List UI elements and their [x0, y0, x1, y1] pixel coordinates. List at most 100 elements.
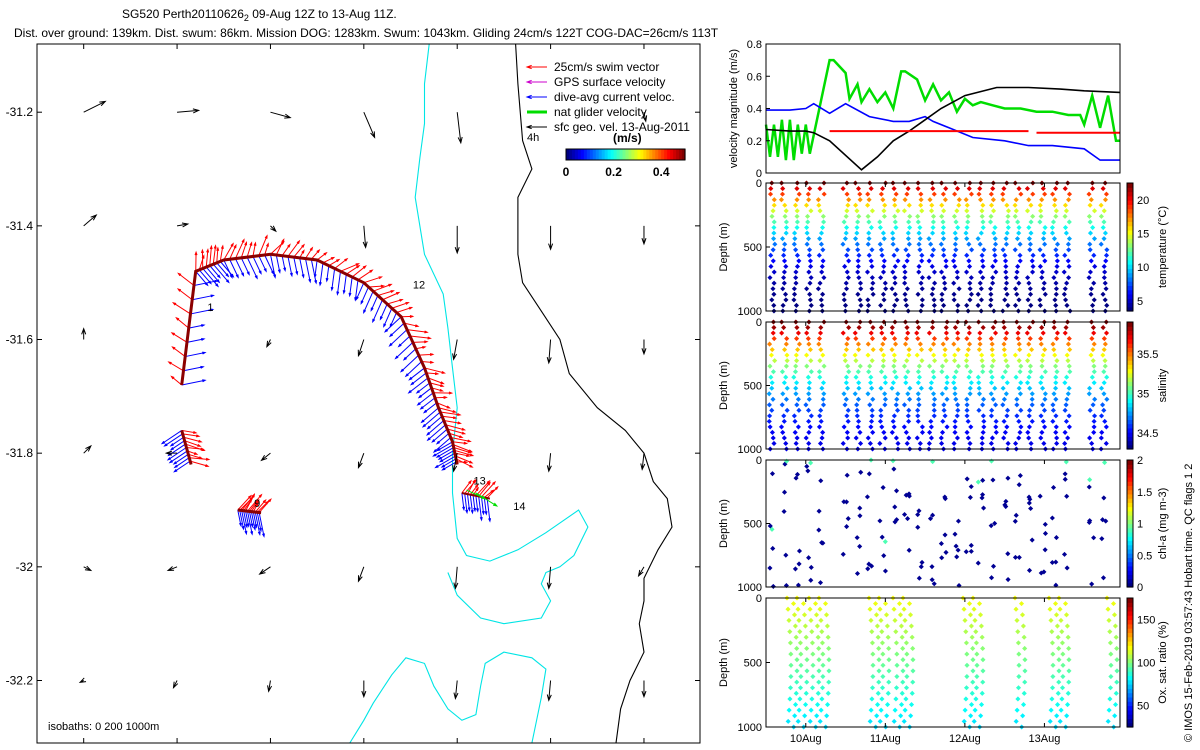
profile-point	[1098, 241, 1104, 247]
colorbar-segment	[1127, 502, 1133, 508]
profile-point	[1101, 236, 1107, 242]
profile-point	[952, 191, 958, 197]
colorbar-segment	[1127, 570, 1133, 575]
profile-point	[967, 286, 973, 292]
profile-point	[1086, 191, 1092, 197]
profile-point	[782, 213, 788, 219]
profile-point	[781, 252, 787, 258]
colorbar-segment	[1127, 381, 1133, 387]
profile-point	[928, 385, 934, 391]
profile-point	[807, 718, 813, 724]
profile-point	[843, 380, 849, 386]
colorbar-segment	[571, 149, 576, 160]
geo-vector	[456, 112, 463, 145]
dac-vector	[407, 377, 429, 394]
profile-point	[808, 413, 814, 419]
profile-point	[1027, 291, 1034, 297]
geo-vector	[641, 225, 647, 246]
colorbar-segment	[589, 149, 594, 160]
profile-point	[1005, 224, 1011, 231]
swim-vector	[170, 375, 183, 386]
profile-point	[973, 685, 980, 691]
profile-point	[1002, 369, 1008, 375]
colorbar-segment	[658, 149, 662, 160]
profile-point	[807, 186, 813, 192]
profile-point	[1000, 385, 1006, 391]
swim-vector	[205, 248, 210, 268]
geo-vector	[176, 222, 190, 228]
colorbar-tick-label: 10	[1137, 262, 1149, 274]
legend-label: 25cm/s swim vector	[554, 60, 659, 74]
profile-point	[1061, 291, 1067, 297]
profile-point	[902, 291, 908, 297]
profile-point	[794, 324, 800, 331]
profile-point	[870, 347, 876, 353]
profile-point	[1001, 186, 1007, 192]
profile-point	[916, 241, 922, 247]
y-tick-label: 0	[756, 178, 762, 190]
profile-point	[794, 679, 800, 685]
dac-vector	[399, 354, 420, 373]
profile-point	[1054, 369, 1060, 375]
dac-vector	[372, 299, 383, 324]
profile-point	[988, 191, 994, 197]
profile-point	[891, 252, 897, 258]
dac-vector	[166, 447, 187, 461]
colorbar-segment	[1127, 476, 1133, 482]
geo-vector	[267, 680, 273, 693]
profile-point	[980, 224, 986, 231]
profile-point	[894, 297, 900, 303]
profile-point	[1098, 435, 1104, 441]
profile-point	[869, 407, 875, 413]
profile-point	[1026, 280, 1032, 286]
dac-vector	[330, 268, 336, 292]
profile-point	[904, 440, 910, 447]
profile-point	[1005, 302, 1011, 308]
y-axis-label: Depth (m)	[718, 638, 730, 687]
profile-point	[962, 707, 968, 713]
profile-point	[1024, 208, 1031, 214]
colorbar-tick-label: 20	[1137, 195, 1149, 207]
geo-vector	[266, 339, 272, 349]
dac-vector	[313, 259, 318, 279]
profile-point	[770, 583, 776, 589]
profile-point	[1053, 208, 1059, 214]
profile-point	[820, 258, 826, 264]
profile-point	[821, 391, 827, 397]
dac-vector	[275, 254, 281, 274]
profile-point	[973, 629, 979, 635]
profile-point	[1053, 213, 1059, 219]
profile-point	[904, 673, 910, 680]
y-tick-label: 500	[744, 381, 762, 393]
profile-point	[824, 702, 831, 708]
profile-point	[902, 275, 908, 281]
colorbar-segment	[1127, 649, 1133, 655]
profile-point	[880, 230, 886, 236]
profile-point	[968, 424, 974, 430]
profile-point	[1003, 241, 1009, 247]
profile-point	[992, 224, 998, 231]
profile-point	[918, 564, 924, 570]
profile-point	[915, 291, 921, 297]
profile-point	[1065, 690, 1071, 696]
profile-point	[954, 435, 960, 441]
profile-point	[845, 336, 851, 342]
swim-vector	[229, 243, 237, 260]
profile-point	[964, 396, 970, 402]
profile-point	[952, 429, 958, 435]
colorbar-segment	[1127, 523, 1133, 529]
profile-point	[792, 623, 798, 629]
profile-point	[895, 440, 901, 447]
profile-point	[1040, 236, 1047, 242]
swim-vector	[445, 424, 467, 431]
profile-point	[855, 341, 861, 347]
profile-point	[866, 219, 872, 225]
dac-vector	[247, 511, 254, 536]
profile-point	[877, 219, 883, 225]
profile-point	[966, 258, 972, 264]
profile-point	[1054, 241, 1061, 247]
colorbar-label: Ox. sat. ratio (%)	[1157, 621, 1169, 704]
profile-point	[865, 391, 871, 397]
profile-point	[879, 424, 885, 430]
profile-point	[1054, 358, 1060, 364]
